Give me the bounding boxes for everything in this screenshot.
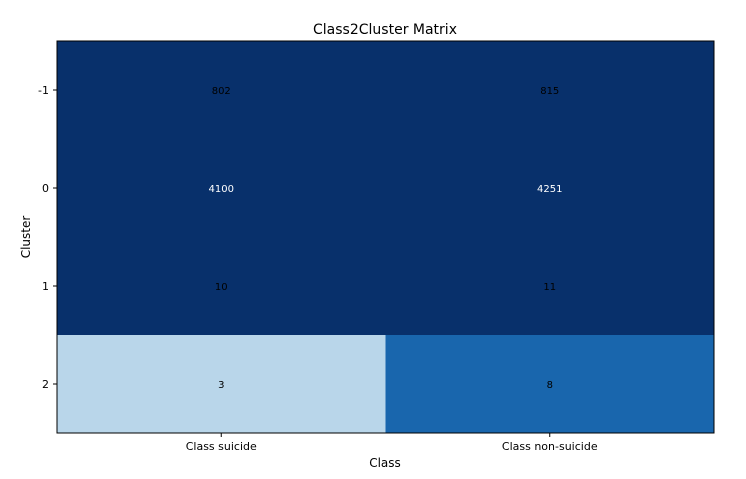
y-tick-label: -1: [38, 84, 49, 97]
cell-value-label: 802: [212, 86, 231, 97]
plot-frame: [56, 40, 715, 434]
x-tick-label: Class suicide: [186, 440, 257, 453]
heatmap-cell: [57, 139, 386, 238]
heatmap-cell: [385, 139, 715, 238]
heatmap-cell: [57, 237, 386, 336]
heatmap-cell: [57, 335, 386, 434]
cell-value-label: 3: [218, 380, 224, 391]
y-tick-label: 1: [42, 280, 49, 293]
y-axis-ticks: -1 0 1 2: [38, 84, 57, 391]
cell-value-label: 11: [543, 282, 556, 293]
cell-value-label: 10: [215, 282, 228, 293]
x-tick-label: Class non-suicide: [502, 440, 598, 453]
cell-value-label: 8: [547, 380, 553, 391]
heatmap-cells: [57, 41, 715, 434]
heatmap-cell: [385, 237, 715, 336]
y-tick-label: 0: [42, 182, 49, 195]
cell-value-label: 815: [540, 86, 559, 97]
x-axis-label: Class: [369, 456, 401, 470]
heatmap-cell: [385, 335, 715, 434]
cell-value-labels: 802 815 4100 4251 10 11 3 8: [209, 86, 563, 391]
cell-value-label: 4251: [537, 184, 562, 195]
chart-title: Class2Cluster Matrix: [313, 22, 457, 38]
x-axis-ticks: Class suicide Class non-suicide: [186, 433, 598, 453]
heatmap-cell: [385, 41, 715, 140]
y-tick-label: 2: [42, 378, 49, 391]
cell-value-label: 4100: [209, 184, 234, 195]
y-axis-label: Cluster: [19, 216, 33, 259]
heatmap-cell: [57, 41, 386, 140]
